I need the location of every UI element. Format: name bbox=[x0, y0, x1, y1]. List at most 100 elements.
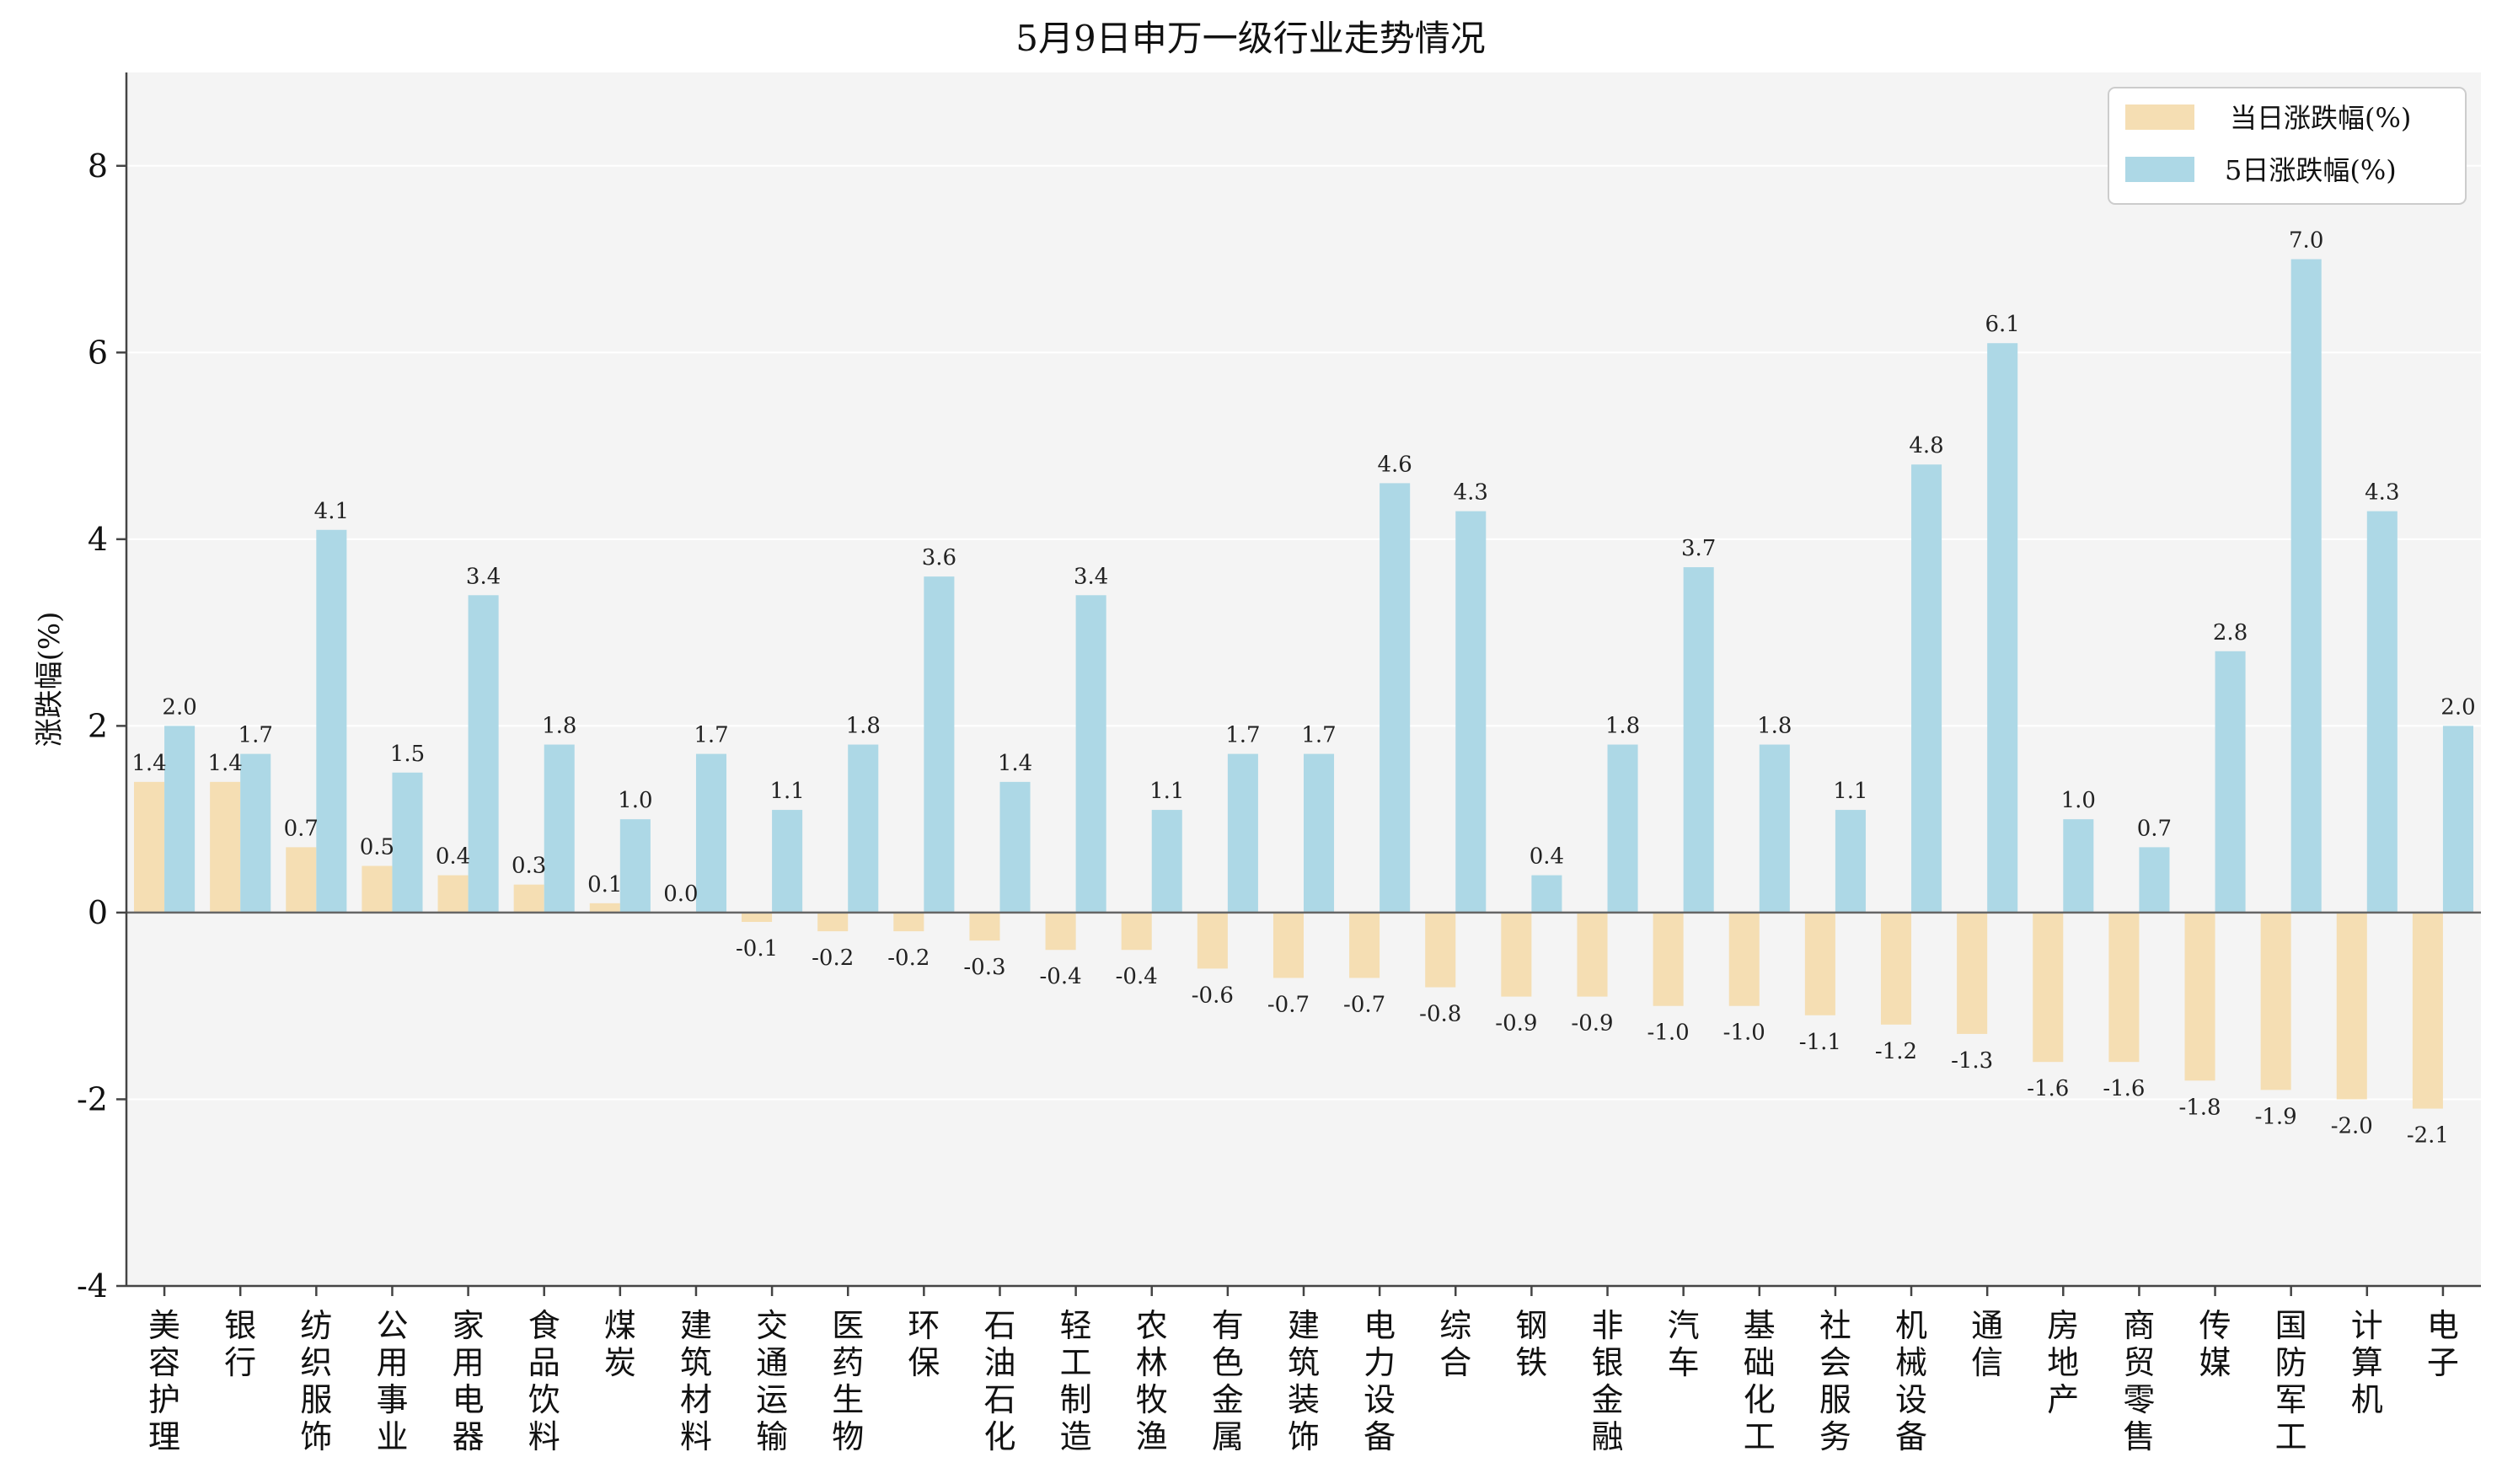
data-label-daily: 0.5 bbox=[360, 835, 394, 860]
bar-5day bbox=[316, 529, 347, 913]
data-label-5day: 4.3 bbox=[1454, 480, 1488, 506]
data-label-5day: 1.8 bbox=[846, 714, 881, 739]
data-label-daily: -0.7 bbox=[1343, 992, 1385, 1017]
data-label-5day: 4.6 bbox=[1377, 452, 1412, 477]
bar-5day bbox=[772, 810, 803, 913]
y-tick-label: -4 bbox=[77, 1267, 108, 1305]
y-tick-label: -2 bbox=[77, 1080, 108, 1117]
bar-5day bbox=[1380, 483, 1411, 913]
y-tick-label: 2 bbox=[88, 707, 108, 744]
data-label-5day: 3.6 bbox=[922, 545, 956, 571]
x-tick-label: 美容护理 bbox=[148, 1307, 180, 1455]
data-label-daily: -0.9 bbox=[1571, 1011, 1613, 1037]
bar-5day bbox=[2366, 511, 2398, 913]
bar-daily bbox=[817, 912, 849, 932]
x-tick-label: 纺织服饰 bbox=[300, 1307, 332, 1455]
x-tick-label: 家用电器 bbox=[453, 1307, 485, 1455]
data-label-5day: 1.0 bbox=[2061, 788, 2096, 813]
x-tick-label: 通信 bbox=[1971, 1307, 2003, 1381]
bar-5day bbox=[619, 819, 651, 913]
x-tick-label: 银行 bbox=[224, 1307, 256, 1381]
x-tick-label: 煤炭 bbox=[604, 1307, 636, 1381]
x-tick-label: 非银金融 bbox=[1592, 1307, 1624, 1455]
data-label-daily: -0.6 bbox=[1192, 983, 1234, 1008]
data-label-daily: 0.1 bbox=[587, 872, 622, 897]
data-label-5day: 7.0 bbox=[2289, 228, 2323, 254]
bar-daily bbox=[1957, 912, 1988, 1034]
bar-5day bbox=[2290, 259, 2322, 913]
y-tick-label: 0 bbox=[88, 894, 108, 931]
data-label-daily: -0.4 bbox=[1116, 964, 1158, 989]
data-label-5day: 1.1 bbox=[769, 779, 804, 804]
x-tick-label: 公用事业 bbox=[376, 1307, 408, 1455]
data-label-daily: 0.4 bbox=[436, 844, 470, 870]
x-tick-label: 交通运输 bbox=[756, 1307, 788, 1455]
bar-5day bbox=[1987, 343, 2018, 913]
bar-5day bbox=[1075, 595, 1106, 913]
chart-title: 5月9日申万一级行业走势情况 bbox=[1015, 18, 1485, 59]
data-label-5day: 1.8 bbox=[542, 714, 576, 739]
y-ticks: -4 -2 0 2 4 6 8 bbox=[77, 147, 126, 1305]
bar-5day bbox=[1455, 511, 1487, 913]
x-tick-label: 房地产 bbox=[2047, 1307, 2079, 1418]
bar-5day bbox=[2442, 726, 2473, 913]
data-label-daily: -1.0 bbox=[1647, 1021, 1690, 1046]
data-label-daily: -0.2 bbox=[812, 946, 854, 971]
bar-daily bbox=[1045, 912, 1076, 951]
data-label-5day: 1.1 bbox=[1833, 779, 1867, 804]
bar-5day bbox=[240, 753, 271, 913]
x-tick-label: 社会服务 bbox=[1819, 1307, 1851, 1455]
bar-daily bbox=[589, 903, 620, 913]
bar-5day bbox=[848, 744, 879, 913]
bar-daily bbox=[2260, 912, 2291, 1090]
bar-5day bbox=[1227, 753, 1258, 913]
x-tick-label: 机械设备 bbox=[1895, 1307, 1927, 1455]
x-tick-label: 钢铁 bbox=[1515, 1307, 1547, 1381]
y-tick-label: 6 bbox=[88, 334, 108, 371]
bar-daily bbox=[1804, 912, 1835, 1015]
bar-5day bbox=[2139, 847, 2170, 913]
bar-5day bbox=[999, 781, 1031, 913]
data-label-daily: -0.1 bbox=[736, 936, 778, 962]
x-tick-label: 建筑材料 bbox=[680, 1307, 712, 1455]
x-tick-label: 食品饮料 bbox=[528, 1307, 560, 1455]
data-label-daily: -1.3 bbox=[1951, 1048, 1993, 1074]
bar-daily bbox=[2336, 912, 2367, 1100]
bar-daily bbox=[2108, 912, 2140, 1063]
x-tick-label: 计算机 bbox=[2351, 1307, 2383, 1418]
legend-swatch-daily bbox=[2125, 104, 2194, 130]
bar-daily bbox=[2412, 912, 2443, 1109]
data-label-5day: 3.4 bbox=[466, 564, 501, 589]
bar-daily bbox=[742, 912, 773, 922]
bar-5day bbox=[2063, 819, 2094, 913]
data-labels: 1.4 1.4 0.7 0.5 0.4 0.3 0.1 0.0 -0.1 -0.2 -0.2 -0.3… bbox=[131, 228, 2475, 1149]
x-tick-label: 轻工制造 bbox=[1060, 1307, 1092, 1455]
data-label-5day: 4.1 bbox=[314, 499, 349, 524]
bar-daily bbox=[969, 912, 1000, 941]
data-label-5day: 1.5 bbox=[390, 742, 425, 767]
data-label-daily: 0.0 bbox=[663, 881, 698, 907]
data-label-daily: -1.9 bbox=[2255, 1104, 2297, 1129]
bar-marks bbox=[134, 259, 2473, 1109]
data-label-daily: 1.4 bbox=[131, 751, 166, 776]
data-label-5day: 6.1 bbox=[1985, 312, 2020, 337]
x-tick-label: 商贸零售 bbox=[2123, 1307, 2155, 1455]
bar-daily bbox=[513, 884, 544, 913]
bar-daily bbox=[1728, 912, 1760, 1006]
bar-daily bbox=[1501, 912, 1532, 997]
bar-daily bbox=[1197, 912, 1228, 969]
bar-daily bbox=[286, 847, 317, 913]
data-label-5day: 3.4 bbox=[1074, 564, 1108, 589]
x-tick-label: 传媒 bbox=[2199, 1307, 2231, 1381]
x-tick-label: 综合 bbox=[1439, 1307, 1471, 1381]
bar-5day bbox=[1151, 810, 1182, 913]
data-label-daily: -2.0 bbox=[2331, 1113, 2373, 1138]
data-label-daily: -0.8 bbox=[1419, 1002, 1461, 1027]
data-label-5day: 1.8 bbox=[1605, 714, 1640, 739]
data-label-daily: -1.8 bbox=[2178, 1095, 2221, 1120]
bar-5day bbox=[1911, 464, 1942, 913]
x-tick-label: 环保 bbox=[908, 1307, 940, 1381]
bar-5day bbox=[924, 576, 955, 913]
data-label-daily: -1.2 bbox=[1875, 1039, 1917, 1064]
y-axis-label: 涨跌幅(%) bbox=[33, 612, 67, 747]
